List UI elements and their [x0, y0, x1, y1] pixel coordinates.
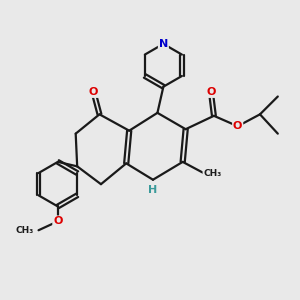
- Text: O: O: [206, 87, 216, 97]
- Text: CH₃: CH₃: [203, 169, 221, 178]
- Text: CH₃: CH₃: [16, 226, 34, 235]
- Text: O: O: [53, 216, 62, 226]
- Text: O: O: [89, 87, 98, 97]
- Text: O: O: [233, 121, 242, 131]
- Text: H: H: [148, 185, 157, 195]
- Text: N: N: [159, 39, 168, 49]
